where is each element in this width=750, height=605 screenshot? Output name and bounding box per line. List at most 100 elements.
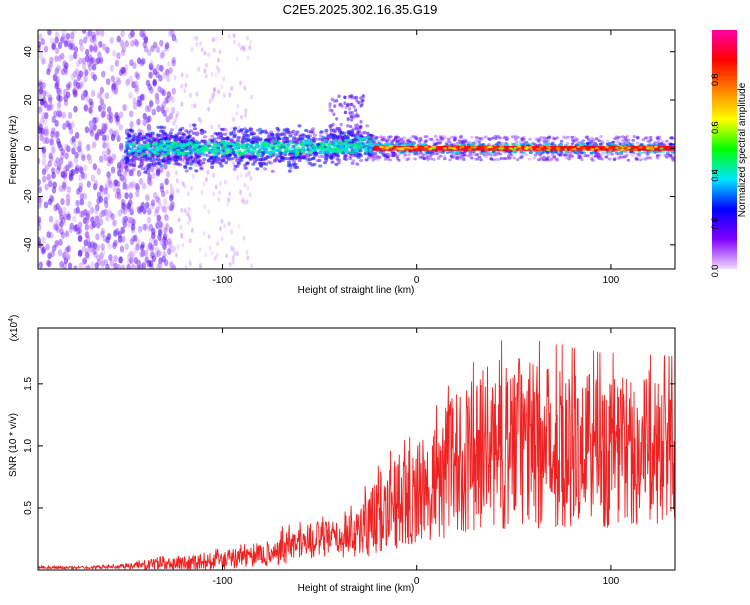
spectrogram-cell bbox=[228, 261, 232, 267]
spectrogram-cell bbox=[344, 143, 350, 147]
spectrogram-cell bbox=[659, 147, 664, 150]
spectrogram-cell bbox=[100, 261, 105, 269]
spectrogram-cell bbox=[54, 239, 60, 247]
spectrogram-cell bbox=[199, 166, 204, 170]
spectrogram-cell bbox=[453, 135, 457, 139]
spectrogram-cell bbox=[156, 214, 161, 222]
spectrogram-cell bbox=[61, 251, 67, 259]
spectrogram-cell bbox=[140, 138, 144, 142]
spectrogram-cell bbox=[193, 157, 198, 161]
spectrogram-cell bbox=[97, 51, 102, 59]
spectrogram-cell bbox=[564, 144, 568, 147]
spectrogram-cell bbox=[115, 180, 121, 188]
spectrogram-cell bbox=[58, 157, 64, 165]
spectrogram-x-ticks: -100 0 100 bbox=[212, 30, 620, 286]
spectrogram-cell bbox=[228, 92, 232, 98]
spectrogram-cell bbox=[193, 103, 197, 109]
spectrogram-cell bbox=[171, 56, 176, 64]
spectrogram-cell bbox=[73, 224, 78, 232]
spectrogram-cell bbox=[86, 144, 91, 151]
spectrogram-cell bbox=[289, 146, 294, 150]
spectrogram-cell bbox=[477, 155, 482, 159]
spectrogram-cell bbox=[636, 152, 640, 156]
spectrogram-cell bbox=[577, 150, 582, 153]
spectrogram-cell bbox=[61, 111, 66, 119]
spectrogram-cell bbox=[101, 70, 106, 78]
spectrogram-cell bbox=[44, 137, 50, 145]
spectrogram-cell bbox=[42, 151, 47, 159]
spectrogram-cell bbox=[185, 211, 189, 217]
spectrogram-cell bbox=[54, 55, 59, 63]
spectrogram-cell bbox=[195, 41, 199, 47]
spectrogram-cell bbox=[172, 150, 178, 154]
spectrogram-cell bbox=[296, 155, 301, 159]
spectrogram-cell bbox=[151, 232, 156, 240]
spectrogram-cell bbox=[544, 136, 549, 140]
spectrogram-cell bbox=[55, 167, 61, 175]
spectrogram-cell bbox=[48, 180, 53, 188]
spectrogram-cell bbox=[263, 167, 268, 171]
spectrogram-cell bbox=[212, 47, 216, 53]
spectrogram-cell bbox=[157, 228, 163, 236]
spectrogram-cell bbox=[155, 206, 160, 214]
spectrogram-cell bbox=[365, 131, 370, 135]
spectrogram-cell bbox=[420, 155, 425, 159]
spectrogram-cell bbox=[272, 158, 277, 163]
spectrogram-cell bbox=[161, 158, 166, 162]
spectrogram-cell bbox=[48, 152, 53, 160]
spectrogram-cell bbox=[194, 139, 199, 143]
spectrogram-cell bbox=[180, 126, 185, 130]
spectrogram-cell bbox=[422, 157, 427, 161]
spectrogram-cell bbox=[195, 35, 199, 41]
spectrogram-cell bbox=[190, 227, 194, 233]
snr-y-label: SNR (10 * v/v) bbox=[8, 413, 19, 477]
spectrogram-cell bbox=[524, 147, 529, 150]
spectrogram-cell bbox=[129, 110, 134, 118]
spectrogram-cell bbox=[123, 150, 128, 154]
spectrogram-cell bbox=[69, 161, 74, 169]
spectrogram-cell bbox=[75, 206, 81, 214]
spectrogram-cell bbox=[176, 150, 181, 154]
spectrogram-cell bbox=[111, 50, 117, 57]
spectrogram-cell bbox=[359, 131, 363, 135]
spectrogram-cell bbox=[498, 136, 502, 140]
spectrogram-cell bbox=[65, 193, 71, 201]
spectrogram-cell bbox=[142, 112, 147, 120]
spectrogram-cell bbox=[202, 230, 206, 236]
spectrogram-cell bbox=[646, 147, 650, 150]
spectrogram-cell bbox=[207, 106, 211, 112]
spectrogram-cell bbox=[644, 157, 648, 161]
spectrogram-cell bbox=[431, 147, 436, 150]
spectrogram-cell bbox=[182, 136, 186, 140]
spectrogram-cell bbox=[571, 148, 576, 151]
spectrogram-cell bbox=[204, 73, 208, 79]
spectrogram-cell bbox=[301, 154, 306, 159]
spectrogram-cell bbox=[555, 146, 560, 149]
spectrogram-cell bbox=[387, 135, 391, 139]
spectrogram-cell bbox=[224, 160, 229, 165]
spectrogram-cell bbox=[223, 179, 227, 185]
spectrogram-cell bbox=[368, 150, 372, 153]
spectrogram-cell bbox=[109, 36, 114, 44]
spectrogram-cell bbox=[100, 243, 105, 251]
spectrogram-cell bbox=[57, 205, 62, 213]
spectrogram-cell bbox=[38, 81, 43, 89]
spectrogram-cell bbox=[228, 34, 231, 40]
spectrogram-cell bbox=[128, 250, 133, 258]
spectrogram-cell bbox=[173, 142, 179, 146]
spectrogram-cell bbox=[567, 152, 571, 156]
spectrogram-cell bbox=[178, 163, 183, 167]
spectrogram-cell bbox=[332, 112, 336, 117]
spectrogram-cell bbox=[44, 183, 49, 191]
spectrogram-cell bbox=[258, 138, 263, 142]
spectrogram-cell bbox=[324, 131, 329, 135]
spectrogram-cell bbox=[502, 157, 507, 160]
spectrogram-cell bbox=[452, 151, 456, 154]
spectrogram-cell bbox=[50, 142, 55, 150]
spectrogram-cell bbox=[338, 103, 342, 107]
spectrogram-cell bbox=[79, 44, 84, 52]
spectrogram-cell bbox=[48, 96, 53, 104]
spectrogram-cell bbox=[155, 135, 160, 139]
spectrogram-cell bbox=[535, 151, 539, 154]
spectrogram-cell bbox=[475, 157, 480, 161]
